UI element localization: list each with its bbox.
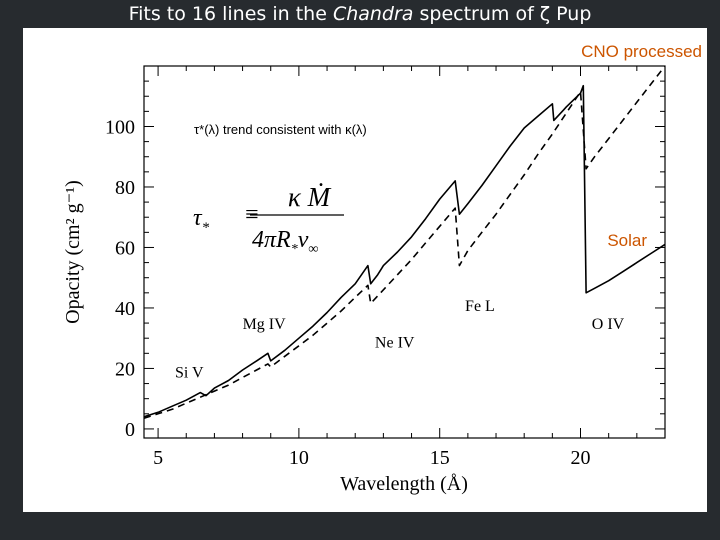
ion-label: O IV (592, 316, 625, 333)
series-label-cno: CNO processed (581, 42, 702, 61)
y-tick-label: 40 (115, 298, 135, 320)
ion-label: Fe L (465, 298, 495, 315)
ion-label: Ne IV (375, 334, 415, 351)
cno-processed-line (143, 84, 666, 418)
figure-panel: 5 10 15 20 0 20 40 60 80 100 Si V Mg IV Ne IV Fe L O… (23, 28, 707, 512)
x-tick-label: 20 (571, 447, 591, 469)
plot-frame (143, 65, 666, 439)
solar-abundance-line (143, 65, 666, 420)
y-tick-label: 20 (115, 358, 135, 380)
title-italic: Chandra (332, 3, 414, 25)
x-axis-label: Wavelength (Å) (340, 473, 468, 495)
y-tick-label: 60 (115, 237, 135, 259)
y-axis-ticks: 0 20 40 60 80 100 (105, 80, 665, 441)
series-label-solar: Solar (607, 231, 647, 250)
slide-title: Fits to 16 lines in the Chandra spectrum… (0, 0, 720, 28)
x-tick-label: 15 (430, 447, 450, 469)
annotation-layer: Si V Mg IV Ne IV Fe L O IV (175, 298, 625, 382)
y-tick-label: 100 (105, 116, 135, 138)
y-axis-label: Opacity (cm² g⁻¹) (62, 180, 84, 324)
inset-equation: τ* ≡ κ Ṁ 4πR*v∞ (193, 182, 344, 257)
equation-denominator: 4πR*v∞ (252, 227, 318, 257)
x-tick-label: 5 (153, 447, 163, 469)
ion-label: Mg IV (243, 316, 287, 333)
title-prefix: Fits to 16 lines in the (128, 3, 333, 25)
inset-text: τ*(λ) trend consistent with κ(λ) (194, 122, 367, 137)
x-axis-ticks: 5 10 15 20 (153, 66, 638, 469)
x-tick-label: 10 (289, 447, 309, 469)
y-tick-label: 80 (115, 177, 135, 199)
opacity-chart: 5 10 15 20 0 20 40 60 80 100 Si V Mg IV Ne IV Fe L O… (62, 42, 702, 495)
title-suffix: spectrum of ζ Pup (413, 3, 592, 25)
equation-lhs: τ* (193, 205, 210, 236)
equation-numerator: κ Ṁ (288, 182, 332, 212)
ion-label: Si V (175, 365, 204, 382)
series-layer (143, 65, 666, 420)
y-tick-label: 0 (125, 419, 135, 441)
